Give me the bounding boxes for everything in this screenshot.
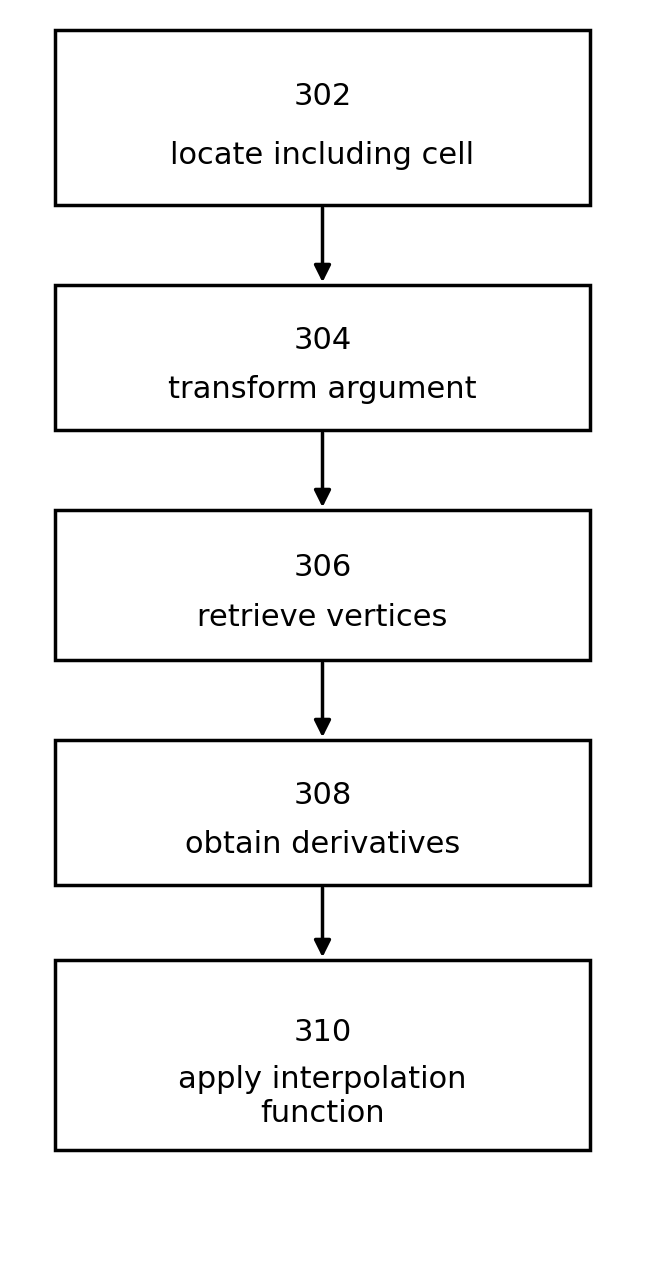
Bar: [55, 740, 590, 885]
Text: 302: 302: [293, 82, 351, 111]
Bar: [55, 510, 590, 660]
Text: 304: 304: [293, 326, 351, 354]
Text: 306: 306: [293, 553, 351, 581]
Text: obtain derivatives: obtain derivatives: [185, 829, 460, 859]
Bar: [55, 285, 590, 431]
Text: 310: 310: [293, 1018, 351, 1047]
Text: retrieve vertices: retrieve vertices: [197, 604, 448, 632]
Text: 308: 308: [293, 781, 351, 809]
Text: apply interpolation
function: apply interpolation function: [178, 1065, 467, 1127]
Bar: [55, 31, 590, 205]
Bar: [55, 961, 590, 1150]
Text: locate including cell: locate including cell: [171, 141, 475, 171]
Text: transform argument: transform argument: [168, 375, 477, 404]
